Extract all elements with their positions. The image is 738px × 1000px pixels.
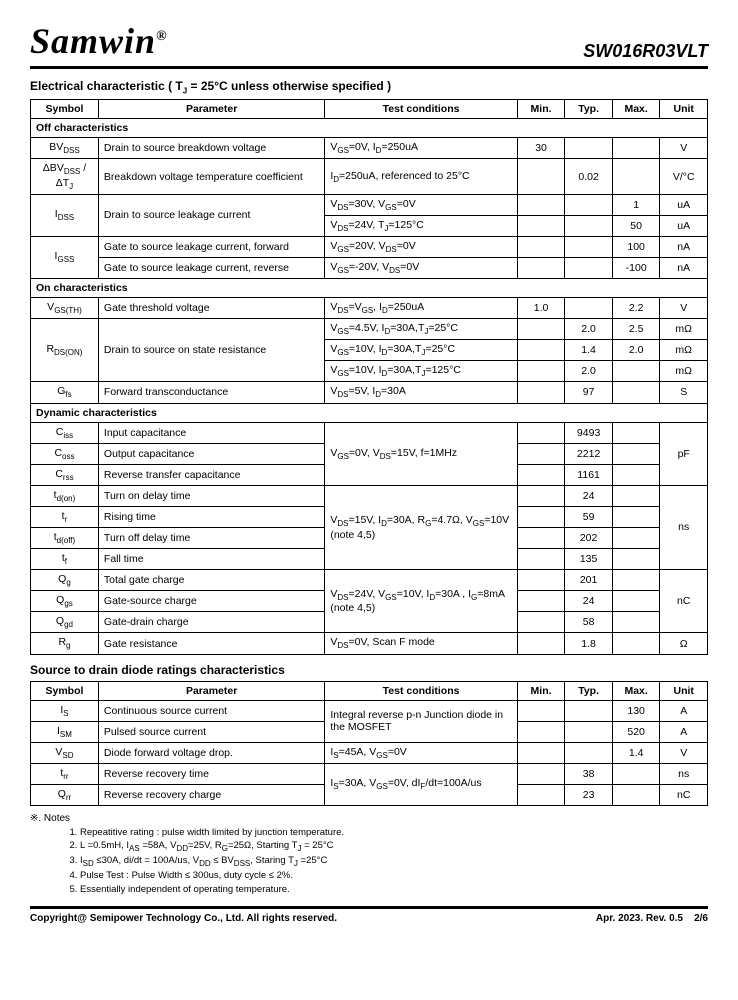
note-item: L =0.5mH, IAS =58A, VDD=25V, RG=25Ω, Sta… — [80, 839, 708, 854]
table-row: IGSSGate to source leakage current, forw… — [31, 236, 708, 257]
col-header: Unit — [660, 100, 708, 119]
col-header: Min. — [517, 100, 565, 119]
col-header: Test conditions — [325, 100, 517, 119]
table-row: CissInput capacitanceVGS=0V, VDS=15V, f=… — [31, 422, 708, 443]
table2-title: Source to drain diode ratings characteri… — [30, 663, 708, 677]
col-header: Unit — [660, 681, 708, 700]
table-row: td(on)Turn on delay timeVDS=15V, ID=30A,… — [31, 485, 708, 506]
section-header: On characteristics — [31, 279, 708, 298]
col-header: Symbol — [31, 100, 99, 119]
table-row: QgTotal gate chargeVDS=24V, VGS=10V, ID=… — [31, 570, 708, 591]
col-header: Max. — [612, 681, 660, 700]
table-row: RDS(ON)Drain to source on state resistan… — [31, 319, 708, 340]
header: Samwin® SW016R03VLT — [30, 20, 708, 69]
note-item: Pulse Test : Pulse Width ≤ 300us, duty c… — [80, 869, 708, 882]
col-header: Typ. — [565, 681, 613, 700]
copyright: Copyright@ Semipower Technology Co., Ltd… — [30, 913, 337, 924]
section-header: Off characteristics — [31, 119, 708, 138]
section-header: Dynamic characteristics — [31, 403, 708, 422]
col-header: Test conditions — [325, 681, 517, 700]
notes: ※. Notes Repeatitive rating : pulse widt… — [30, 812, 708, 896]
table-row: ISContinuous source currentIntegral reve… — [31, 700, 708, 721]
table-row: BVDSSDrain to source breakdown voltageVG… — [31, 138, 708, 159]
electrical-characteristics-table: SymbolParameterTest conditionsMin.Typ.Ma… — [30, 99, 708, 654]
col-header: Min. — [517, 681, 565, 700]
note-item: Essentially independent of operating tem… — [80, 883, 708, 896]
diode-ratings-table: SymbolParameterTest conditionsMin.Typ.Ma… — [30, 681, 708, 806]
table1-title: Electrical characteristic ( TJ = 25°C un… — [30, 79, 708, 95]
col-header: Max. — [612, 100, 660, 119]
table-row: RgGate resistanceVDS=0V, Scan F mode1.8Ω — [31, 633, 708, 654]
table-row: trrReverse recovery timeIS=30A, VGS=0V, … — [31, 763, 708, 784]
table-row: IDSSDrain to source leakage currentVDS=3… — [31, 194, 708, 215]
note-item: ISD ≤30A, di/dt = 100A/us, VDD ≤ BVDSS, … — [80, 854, 708, 869]
table-row: ΔBVDSS / ΔTJBreakdown voltage temperatur… — [31, 159, 708, 194]
part-number: SW016R03VLT — [583, 41, 708, 62]
table-row: GfsForward transconductanceVDS=5V, ID=30… — [31, 382, 708, 403]
col-header: Typ. — [565, 100, 613, 119]
note-item: Repeatitive rating : pulse width limited… — [80, 826, 708, 839]
footer: Copyright@ Semipower Technology Co., Ltd… — [30, 906, 708, 924]
logo: Samwin® — [30, 20, 168, 62]
notes-title: ※. Notes — [30, 812, 708, 826]
col-header: Parameter — [98, 681, 324, 700]
footer-right: Apr. 2023. Rev. 0.5 2/6 — [596, 913, 708, 924]
col-header: Parameter — [98, 100, 324, 119]
col-header: Symbol — [31, 681, 99, 700]
table-row: VSDDiode forward voltage drop.IS=45A, VG… — [31, 742, 708, 763]
table-row: Gate to source leakage current, reverseV… — [31, 257, 708, 278]
table-row: VGS(TH)Gate threshold voltageVDS=VGS, ID… — [31, 298, 708, 319]
